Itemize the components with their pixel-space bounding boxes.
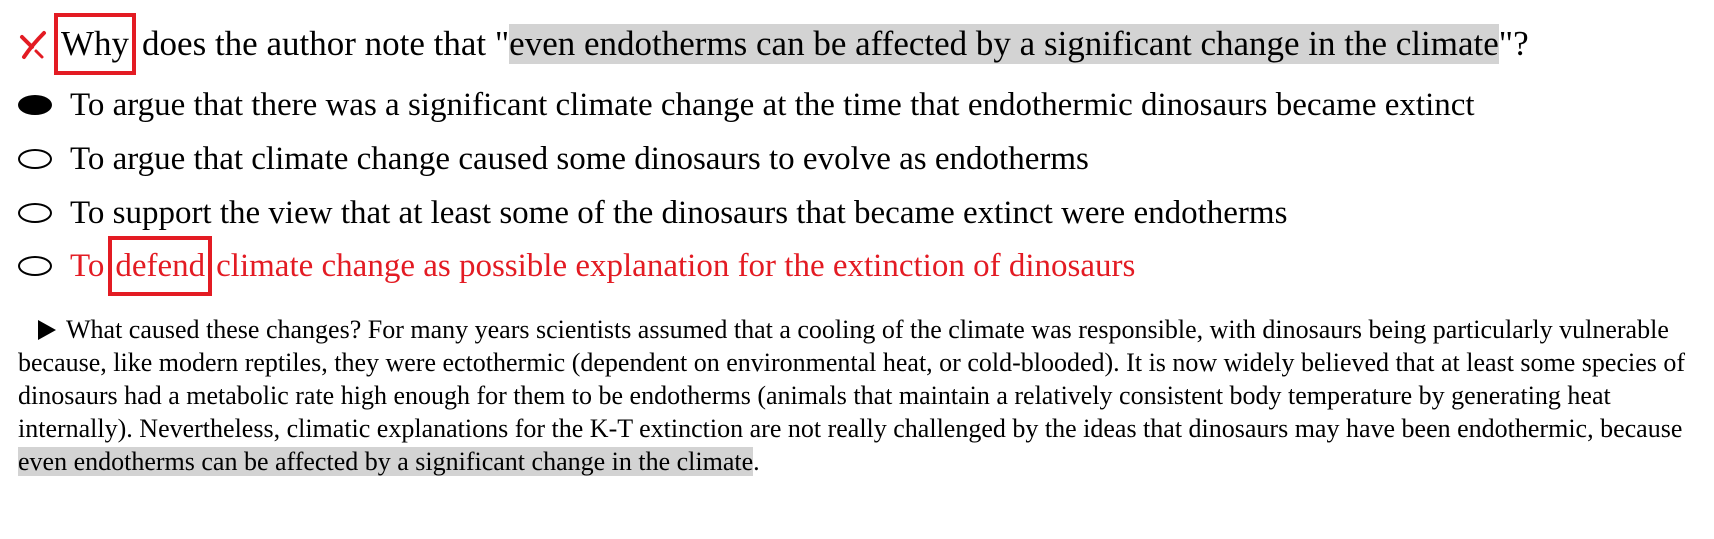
answer-option-2[interactable]: To argue that climate change caused some… bbox=[18, 136, 1089, 182]
radio-selected-icon[interactable] bbox=[18, 95, 52, 115]
triangle-right-icon bbox=[38, 320, 56, 340]
question-text: does the author note that " bbox=[142, 24, 510, 63]
radio-empty-icon[interactable] bbox=[18, 149, 52, 169]
answer-option-4-keyword: defend bbox=[108, 236, 213, 296]
answer-option-3-label: To support the view that at least some o… bbox=[70, 194, 1288, 231]
x-mark-icon bbox=[20, 31, 46, 59]
answer-option-3[interactable]: To support the view that at least some o… bbox=[18, 190, 1287, 236]
answer-option-1[interactable]: To argue that there was a significant cl… bbox=[18, 82, 1475, 128]
question-quote-highlight: even endotherms can be affected by a sig… bbox=[509, 24, 1499, 64]
answer-option-4-prefix: To bbox=[70, 247, 105, 284]
question-end: "? bbox=[1498, 24, 1529, 63]
answer-option-2-label: To argue that climate change caused some… bbox=[70, 140, 1089, 177]
radio-empty-icon[interactable] bbox=[18, 203, 52, 223]
radio-empty-icon[interactable] bbox=[18, 256, 52, 276]
answer-option-1-label: To argue that there was a significant cl… bbox=[70, 86, 1475, 123]
question-keyword-why: Why bbox=[54, 13, 137, 75]
reading-passage: What caused these changes? For many year… bbox=[18, 313, 1708, 478]
passage-text: What caused these changes? For many year… bbox=[18, 315, 1686, 443]
passage-end: . bbox=[753, 447, 760, 476]
answer-option-4-label: climate change as possible explanation f… bbox=[216, 247, 1136, 284]
answer-option-4[interactable]: To defend climate change as possible exp… bbox=[18, 236, 1136, 296]
passage-highlight: even endotherms can be affected by a sig… bbox=[18, 447, 754, 476]
question: Why does the author note that " even endo… bbox=[18, 13, 1529, 75]
